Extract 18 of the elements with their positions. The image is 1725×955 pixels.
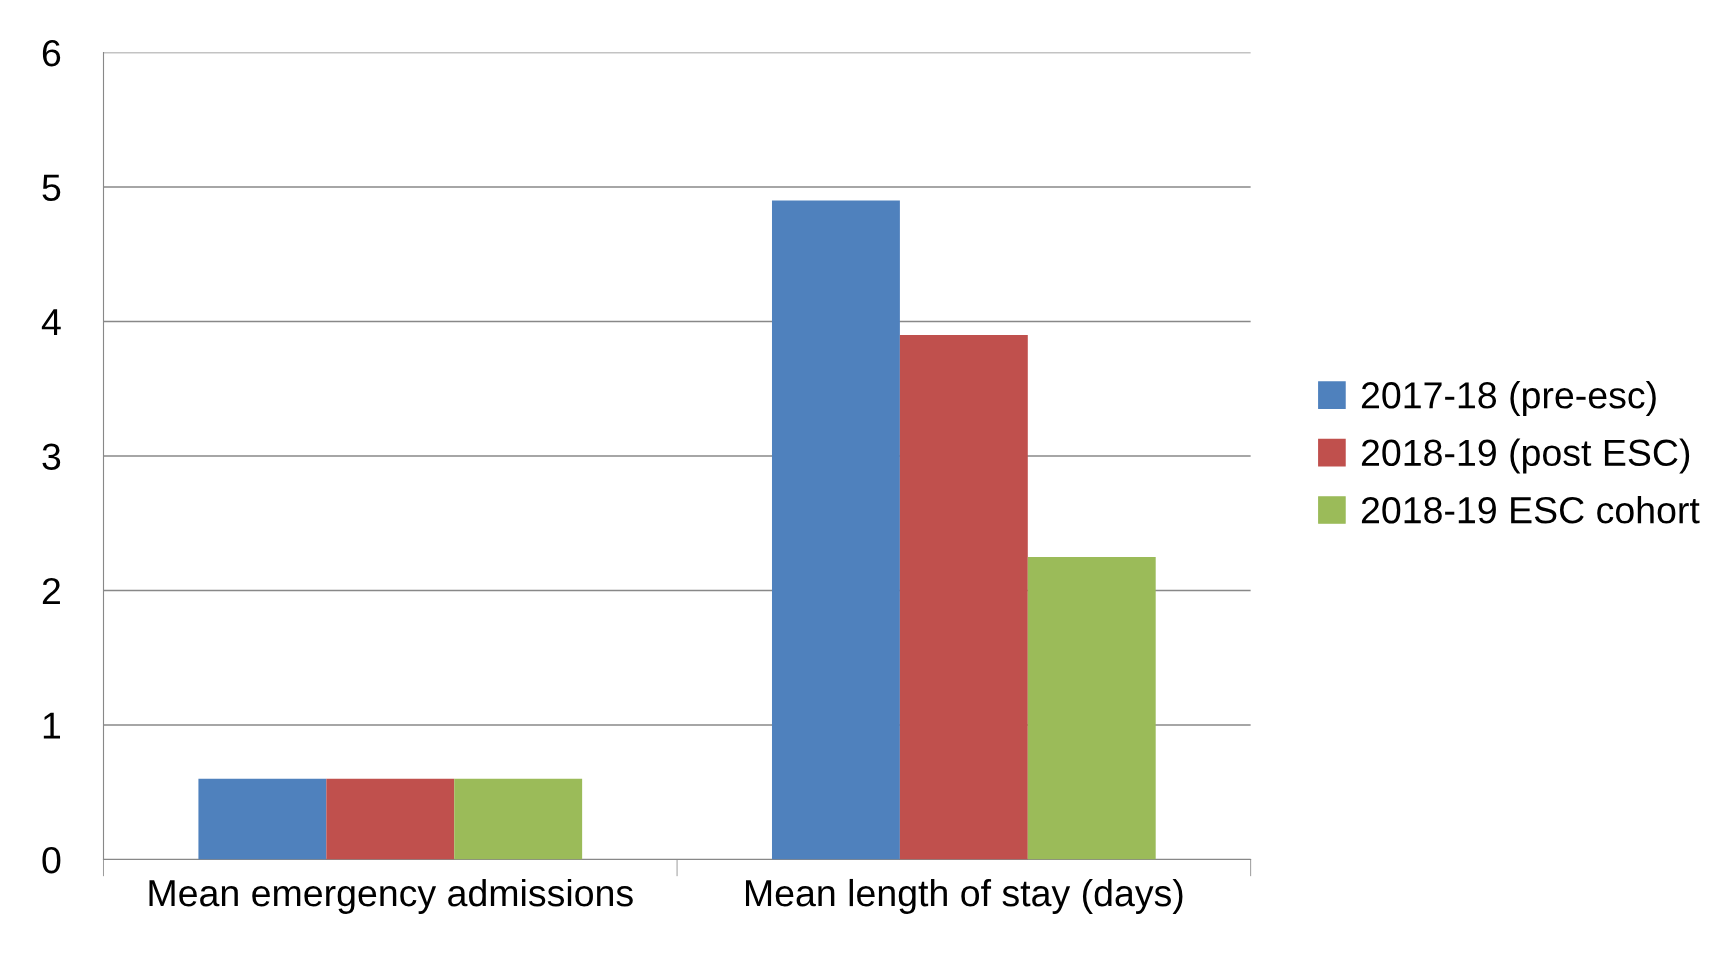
y-tick-label: 2: [42, 577, 60, 605]
bar: [771, 200, 900, 860]
y-tick-label: 1: [43, 712, 61, 739]
y-tick-label: 0: [42, 846, 61, 874]
bar: [899, 334, 1028, 860]
x-tick-label: Mean emergency admissions: [149, 878, 633, 914]
bar: [198, 778, 327, 860]
y-tick-label: 5: [42, 174, 61, 201]
bar: [454, 778, 583, 860]
y-tick-label: 6: [42, 39, 61, 67]
x-tick-label: Mean length of stay (days): [745, 878, 1183, 914]
bar: [1027, 556, 1156, 860]
y-tick-label: 4: [41, 309, 61, 336]
legend-label: 2017-18 (pre-esc): [1361, 381, 1656, 417]
legend-label: 2018-19 ESC cohort: [1361, 495, 1700, 524]
legend-label: 2018-19 (post ESC): [1361, 438, 1690, 474]
bar: [326, 778, 455, 860]
y-tick-label: 3: [42, 443, 61, 470]
